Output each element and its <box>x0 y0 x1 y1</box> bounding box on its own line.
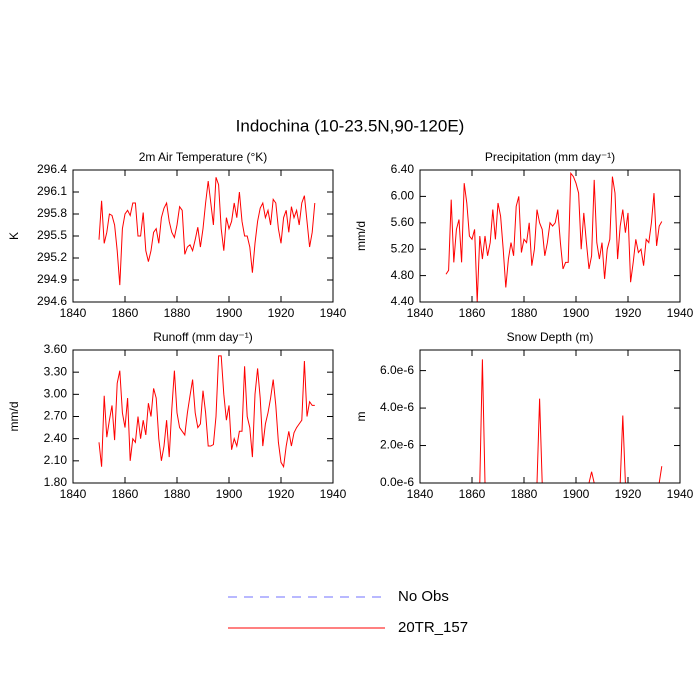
x-tick-label: 1840 <box>407 306 434 320</box>
panel-title: Snow Depth (m) <box>507 330 594 344</box>
y-tick-label: 6.00 <box>391 189 415 203</box>
x-tick-label: 1860 <box>112 487 139 501</box>
y-tick-label: 4.0e-6 <box>380 400 414 414</box>
y-tick-label: 3.00 <box>44 387 68 401</box>
x-tick-label: 1880 <box>164 487 191 501</box>
y-axis-label: mm/d <box>7 402 21 432</box>
plot-frame <box>419 169 681 303</box>
y-tick-label: 294.9 <box>37 272 67 286</box>
x-tick-label: 1900 <box>563 487 590 501</box>
data-line <box>446 359 663 484</box>
data-line <box>445 171 663 303</box>
x-tick-label: 1860 <box>112 306 139 320</box>
x-tick-label: 1920 <box>615 487 642 501</box>
y-axis-label: m <box>354 412 368 422</box>
y-tick-label: 4.40 <box>391 294 415 308</box>
x-tick-label: 1900 <box>216 487 243 501</box>
x-tick-label: 1920 <box>268 306 295 320</box>
y-tick-label: 296.4 <box>37 162 67 176</box>
x-tick-label: 1860 <box>459 487 486 501</box>
x-tick-label: 1940 <box>667 306 694 320</box>
x-tick-label: 1880 <box>164 306 191 320</box>
x-tick-label: 1880 <box>511 487 538 501</box>
y-tick-label: 296.1 <box>37 184 67 198</box>
y-tick-label: 3.60 <box>44 342 68 356</box>
y-tick-label: 6.0e-6 <box>380 363 414 377</box>
panel-title: 2m Air Temperature (°K) <box>139 150 268 164</box>
y-axis-label: mm/d <box>354 221 368 251</box>
y-tick-label: 2.40 <box>44 431 68 445</box>
figure-title: Indochina (10-23.5N,90-120E) <box>236 116 465 135</box>
x-tick-label: 1840 <box>60 306 87 320</box>
x-tick-label: 1920 <box>268 487 295 501</box>
x-tick-label: 1920 <box>615 306 642 320</box>
x-tick-label: 1900 <box>216 306 243 320</box>
panel-title: Precipitation (mm day⁻¹) <box>485 150 615 164</box>
y-tick-label: 2.70 <box>44 409 68 423</box>
y-tick-label: 3.30 <box>44 364 68 378</box>
plot-frame <box>419 349 681 484</box>
x-tick-label: 1840 <box>60 487 87 501</box>
data-line <box>98 177 316 286</box>
y-tick-label: 2.10 <box>44 453 68 467</box>
legend-label: No Obs <box>398 588 449 605</box>
y-tick-label: 295.8 <box>37 206 67 220</box>
y-tick-label: 295.2 <box>37 250 67 264</box>
x-tick-label: 1940 <box>320 487 347 501</box>
x-tick-label: 1880 <box>511 306 538 320</box>
y-tick-label: 2.0e-6 <box>380 438 414 452</box>
y-tick-label: 5.60 <box>391 215 415 229</box>
panel-title: Runoff (mm day⁻¹) <box>153 330 252 344</box>
x-tick-label: 1840 <box>407 487 434 501</box>
x-tick-label: 1940 <box>667 487 694 501</box>
x-tick-label: 1940 <box>320 306 347 320</box>
plot-frame <box>72 349 334 484</box>
data-line <box>98 355 315 469</box>
y-tick-label: 1.80 <box>44 475 68 489</box>
y-tick-label: 6.40 <box>391 162 415 176</box>
x-tick-label: 1900 <box>563 306 590 320</box>
y-tick-label: 5.20 <box>391 241 415 255</box>
x-tick-label: 1860 <box>459 306 486 320</box>
y-tick-label: 0.0e-6 <box>380 475 414 489</box>
y-tick-label: 295.5 <box>37 228 67 242</box>
y-tick-label: 4.80 <box>391 268 415 282</box>
y-axis-label: K <box>7 232 21 240</box>
legend-label: 20TR_157 <box>398 619 468 636</box>
plot-frame <box>72 169 334 303</box>
y-tick-label: 294.6 <box>37 294 67 308</box>
